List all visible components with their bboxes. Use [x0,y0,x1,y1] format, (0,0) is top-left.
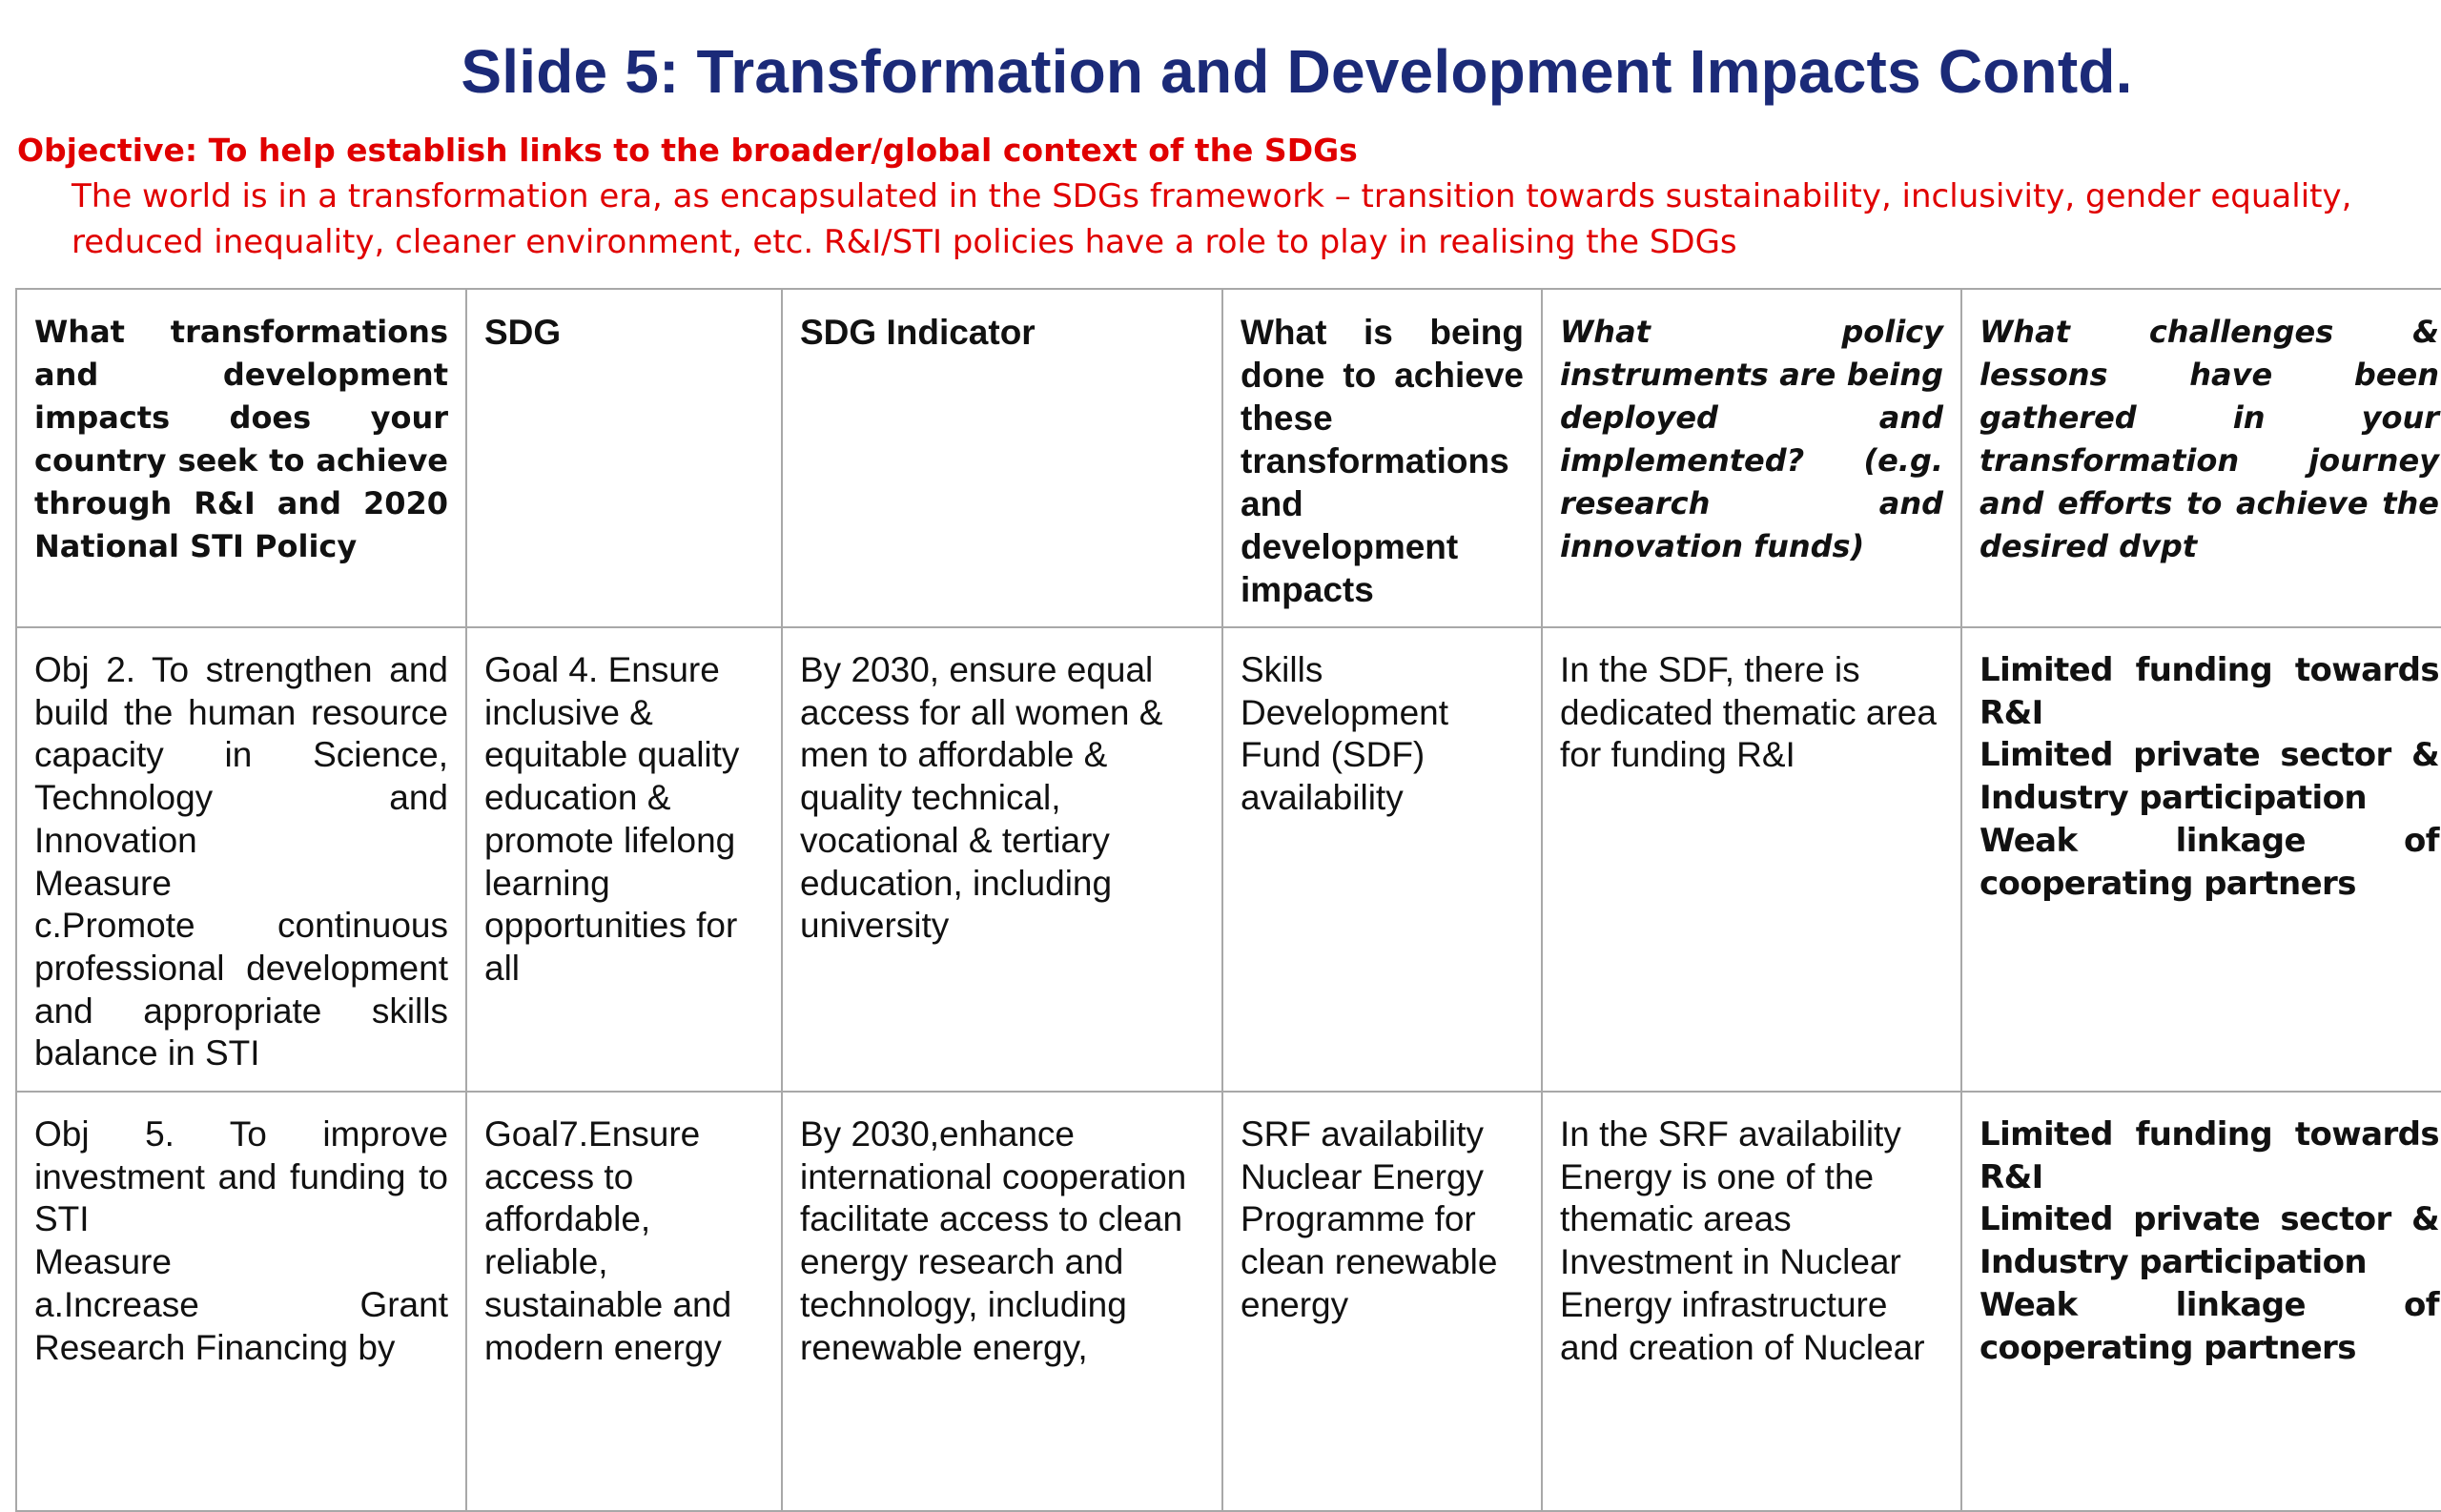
challenge-item: Weak linkage of cooperating partners [1979,1285,2440,1367]
cell-policy-instruments: In the SDF, there is dedicated thematic … [1541,625,1962,1093]
header-sdg: SDG [465,288,783,628]
measure-label: Measure [34,863,172,903]
cell-challenges: Limited funding towards R&I Limited priv… [1960,625,2441,1093]
table-row: Obj 5. To improve investment and funding… [15,1091,2441,1512]
table-header-row: What transformations and development imp… [15,288,2441,628]
cell-sdg: Goal 4. Ensure inclusive & equitable qua… [465,625,783,1093]
header-transformations: What transformations and development imp… [15,288,467,628]
cell-actions: SRF availability Nuclear Energy Programm… [1221,1091,1543,1512]
challenge-item: Limited private sector & Industry partic… [1979,1200,2440,1282]
objective-text: Obj 5. To improve investment and funding… [34,1114,448,1239]
header-policy-instruments: What policy instruments are being deploy… [1541,288,1962,628]
cell-transformations: Obj 5. To improve investment and funding… [15,1091,467,1512]
instrument-item: Investment in Nuclear Energy infrastruct… [1560,1242,1925,1367]
cell-sdg-indicator: By 2030,enhance international cooperatio… [781,1091,1223,1512]
action-item: SRF availability [1241,1114,1484,1154]
cell-sdg-indicator: By 2030, ensure equal access for all wom… [781,625,1223,1093]
challenge-item: Limited funding towards R&I [1979,1115,2440,1196]
cell-challenges: Limited funding towards R&I Limited priv… [1960,1091,2441,1512]
measure-label: Measure [34,1242,172,1282]
challenge-item: Limited private sector & Industry partic… [1979,736,2440,818]
instrument-item: In the SRF availability Energy is one of… [1560,1114,1901,1239]
objective-text: Obj 2. To strengthen and build the human… [34,650,448,860]
action-item: Nuclear Energy Programme for clean renew… [1241,1156,1498,1324]
cell-policy-instruments: In the SRF availability Energy is one of… [1541,1091,1962,1512]
cell-actions: Skills Development Fund (SDF) availabili… [1221,625,1543,1093]
table-row: Obj 2. To strengthen and build the human… [15,625,2441,1093]
header-sdg-indicator: SDG Indicator [781,288,1223,628]
slide-title: Slide 5: Transformation and Development … [461,37,2133,106]
measure-detail: a.Increase Grant Research Financing by [34,1284,448,1367]
header-actions: What is being done to achieve these tran… [1221,288,1543,628]
header-challenges: What challenges & lessons have been gath… [1960,288,2441,628]
impacts-table: What transformations and development imp… [15,288,2441,1512]
challenge-item: Weak linkage of cooperating partners [1979,821,2440,903]
challenge-item: Limited funding towards R&I [1979,651,2440,732]
slide-intro: The world is in a transformation era, as… [72,177,2352,261]
cell-transformations: Obj 2. To strengthen and build the human… [15,625,467,1093]
cell-sdg: Goal7.Ensure access to affordable, relia… [465,1091,783,1512]
slide-objective: Objective: To help establish links to th… [17,132,1358,169]
measure-detail: c.Promote continuous professional develo… [34,906,448,1073]
